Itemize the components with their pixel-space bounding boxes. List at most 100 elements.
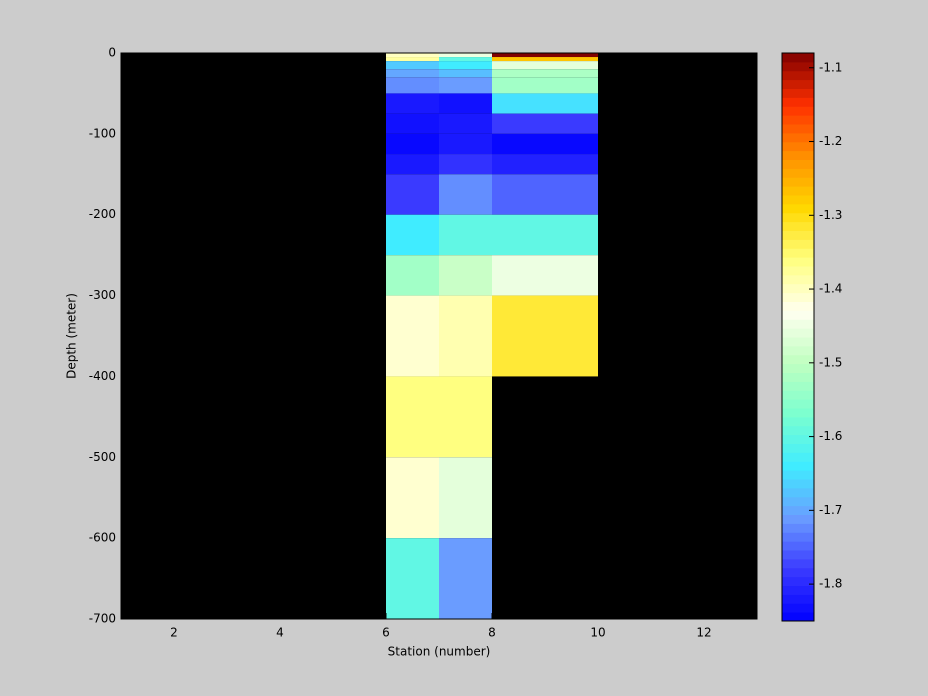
- colorbar-swatch: [782, 61, 814, 72]
- heatmap-cell: [492, 69, 598, 78]
- heatmap-cell: [386, 538, 439, 619]
- colorbar-tick-label: -1.8: [819, 577, 842, 591]
- heatmap-cell: [439, 174, 492, 215]
- colorbar-tick-label: -1.5: [819, 355, 842, 369]
- heatmap-cell: [439, 133, 492, 155]
- colorbar-swatch: [782, 390, 814, 400]
- colorbar-swatch: [782, 150, 814, 160]
- heatmap-cell: [492, 93, 598, 114]
- colorbar-swatch: [782, 514, 814, 524]
- y-tick-label: -300: [89, 288, 116, 302]
- heatmap-cell: [492, 77, 598, 94]
- x-tick-label: 8: [488, 626, 496, 640]
- heatmap-cell: [492, 255, 598, 296]
- colorbar-swatch: [782, 328, 814, 338]
- heatmap-cell: [439, 538, 492, 619]
- x-axis-label: Station (number): [388, 645, 491, 659]
- colorbar-tick-label: -1.3: [819, 208, 842, 222]
- heatmap-cell: [386, 214, 439, 256]
- y-tick-label: -200: [89, 207, 116, 221]
- x-tick-label: 6: [382, 626, 390, 640]
- colorbar-swatch: [782, 363, 814, 373]
- colorbar-swatch: [782, 106, 814, 116]
- y-tick-label: -400: [89, 369, 116, 383]
- heatmap-cell: [386, 113, 439, 134]
- heatmap-cell: [386, 77, 439, 94]
- colorbar-swatch: [782, 603, 814, 613]
- y-tick-label: -500: [89, 450, 116, 464]
- heatmap-cell: [492, 133, 598, 155]
- colorbar-swatch: [782, 53, 814, 63]
- heatmap-cell: [492, 53, 598, 58]
- colorbar-tick-label: -1.7: [819, 503, 842, 517]
- colorbar-swatch: [782, 505, 814, 515]
- axes-frame: [120, 52, 758, 620]
- colorbar-swatch: [782, 354, 814, 365]
- colorbar-swatch: [782, 292, 814, 302]
- colorbar-swatch: [782, 550, 814, 560]
- y-tick-label: -600: [89, 531, 116, 545]
- y-tick-label: 0: [108, 46, 116, 60]
- x-tick-label: 2: [170, 626, 178, 640]
- colorbar-swatch: [782, 124, 814, 134]
- colorbar-swatch: [782, 97, 814, 107]
- y-axis-label: Depth (meter): [65, 293, 79, 379]
- heatmap-cell: [439, 61, 492, 70]
- colorbar-swatch: [782, 399, 814, 409]
- colorbar-swatch: [782, 310, 814, 320]
- colorbar-swatch: [782, 567, 814, 578]
- x-tick-label: 12: [696, 626, 711, 640]
- colorbar-swatch: [782, 70, 814, 81]
- colorbar-swatch: [782, 443, 814, 453]
- heatmap-cell: [439, 295, 492, 377]
- colorbar-swatch: [782, 372, 814, 382]
- heatmap-cell: [492, 113, 598, 134]
- colorbar-swatch: [782, 168, 814, 178]
- colorbar-tick-label: -1.4: [819, 282, 842, 296]
- colorbar-swatch: [782, 541, 814, 551]
- colorbar-swatch: [782, 558, 814, 569]
- heatmap-cell: [439, 457, 492, 539]
- heatmap-cell: [386, 61, 439, 70]
- colorbar-swatch: [782, 487, 814, 498]
- heatmap-cell: [439, 69, 492, 78]
- colorbar-swatch: [782, 523, 814, 533]
- heatmap-cell: [386, 133, 439, 155]
- colorbar-swatch: [782, 186, 814, 196]
- colorbar-swatch: [782, 132, 814, 143]
- heatmap-cell: [439, 77, 492, 94]
- colorbar-swatch: [782, 212, 814, 223]
- heatmap-cell: [386, 69, 439, 78]
- colorbar-swatch: [782, 470, 814, 480]
- heatmap-cell: [439, 93, 492, 114]
- colorbar-swatch: [782, 301, 814, 311]
- colorbar-swatch: [782, 248, 814, 258]
- colorbar-swatch: [782, 532, 814, 542]
- colorbar-swatch: [782, 141, 814, 152]
- colorbar-tick-label: -1.1: [819, 60, 842, 74]
- colorbar-swatch: [782, 79, 814, 89]
- colorbar-swatch: [782, 479, 814, 489]
- y-tick-label: -100: [89, 126, 116, 140]
- heatmap-cell: [492, 57, 598, 62]
- x-tick-label: 4: [276, 626, 284, 640]
- heatmap-cell: [386, 457, 439, 539]
- colorbar-swatch: [782, 239, 814, 249]
- heatmap-cell: [439, 113, 492, 134]
- colorbar-swatch: [782, 337, 814, 347]
- colorbar-swatch: [782, 408, 814, 418]
- colorbar-swatch: [782, 594, 814, 604]
- heatmap-cell: [386, 154, 439, 175]
- heatmap-cell: [439, 154, 492, 175]
- colorbar-swatch: [782, 452, 814, 462]
- colorbar-swatch: [782, 203, 814, 214]
- heatmap-cell: [492, 154, 598, 175]
- colorbar-swatch: [782, 612, 814, 622]
- colorbar-swatch: [782, 319, 814, 329]
- colorbar-swatch: [782, 115, 814, 125]
- y-tick-label: -700: [89, 612, 116, 626]
- colorbar-tick-label: -1.2: [819, 134, 842, 148]
- colorbar-swatch: [782, 425, 814, 436]
